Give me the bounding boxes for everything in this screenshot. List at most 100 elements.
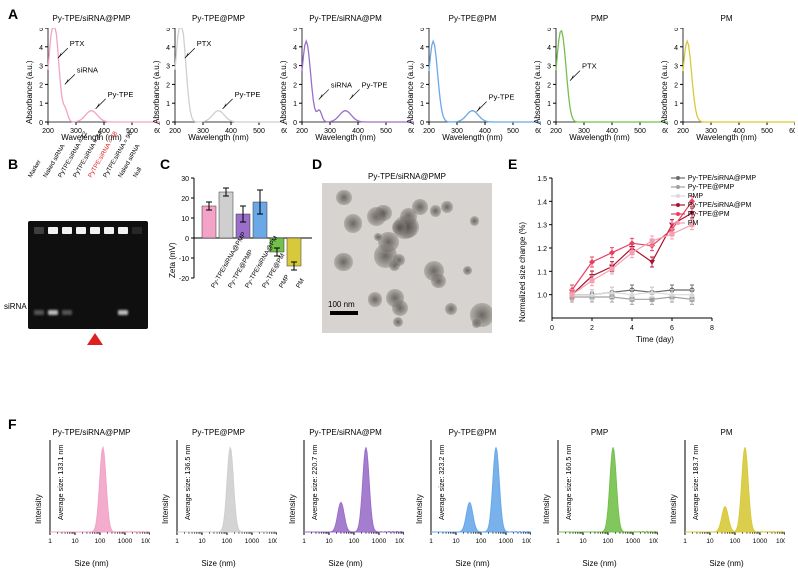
dls-avg-label: Average size: 160.5 nm <box>564 445 573 520</box>
gel-lane-label: PyTPE:siRNA = 12 <box>56 170 65 179</box>
svg-text:4: 4 <box>547 45 551 52</box>
abs-y-axis: Absorbance (a.u.) <box>533 60 542 124</box>
svg-text:30: 30 <box>181 176 189 183</box>
svg-text:600: 600 <box>789 128 795 135</box>
svg-text:1: 1 <box>293 101 297 108</box>
svg-text:3: 3 <box>166 64 170 71</box>
svg-text:PTX: PTX <box>70 39 85 48</box>
tem-scale-label: 100 nm <box>328 300 355 309</box>
svg-text:10: 10 <box>706 538 714 545</box>
dls-title: Py-TPE@PMP <box>155 428 282 437</box>
svg-text:1: 1 <box>175 538 179 545</box>
gel-lane-label: Naked siRNA <box>116 170 125 179</box>
dls-title: Py-TPE/siRNA@PMP <box>28 428 155 437</box>
svg-text:100: 100 <box>603 538 614 545</box>
svg-text:5: 5 <box>293 28 297 33</box>
abs-x-axis: Wavelength (nm) <box>536 133 663 142</box>
abs-y-axis: Absorbance (a.u.) <box>152 60 161 124</box>
svg-text:2: 2 <box>166 82 170 89</box>
gel-lane-label: PyTPE:siRNA = 96 <box>101 170 110 179</box>
svg-text:-20: -20 <box>179 276 189 283</box>
tem-scale-bar <box>330 311 358 315</box>
row-a-absorbance: Py-TPE/siRNA@PMP012345200300400500600PTX… <box>28 18 792 138</box>
svg-text:-10: -10 <box>179 256 189 263</box>
svg-text:1000: 1000 <box>372 538 387 545</box>
svg-text:1: 1 <box>547 101 551 108</box>
tem-image: 100 nm <box>322 183 492 333</box>
svg-text:2: 2 <box>293 82 297 89</box>
dls-avg-label: Average size: 220.7 nm <box>310 445 319 520</box>
zeta-y-axis: Zeta (mV) <box>168 242 177 278</box>
svg-text:10000: 10000 <box>649 538 658 545</box>
svg-text:Py-TPE: Py-TPE <box>489 93 515 102</box>
dls-title: PMP <box>536 428 663 437</box>
panel-A: A <box>8 6 18 22</box>
abs-title: PM <box>663 14 790 23</box>
svg-text:3: 3 <box>674 64 678 71</box>
svg-text:4: 4 <box>630 325 634 332</box>
svg-text:10: 10 <box>71 538 79 545</box>
svg-text:4: 4 <box>166 45 170 52</box>
panel-B: B <box>8 156 18 172</box>
dls-x-axis: Size (nm) <box>663 559 790 568</box>
dls-x-axis: Size (nm) <box>536 559 663 568</box>
svg-text:4: 4 <box>420 45 424 52</box>
svg-text:2: 2 <box>547 82 551 89</box>
svg-text:5: 5 <box>420 28 424 33</box>
svg-text:0: 0 <box>185 236 189 243</box>
svg-text:1.2: 1.2 <box>537 246 547 253</box>
gel-lane-label: Null <box>131 170 140 179</box>
abs-y-axis: Absorbance (a.u.) <box>279 60 288 124</box>
gel-image: siRNA <box>28 221 148 329</box>
abs-title: Py-TPE/siRNA@PM <box>282 14 409 23</box>
panel-F: F <box>8 416 17 432</box>
svg-text:1: 1 <box>48 538 52 545</box>
svg-text:10000: 10000 <box>522 538 531 545</box>
dls-y-axis: Intensity <box>34 494 43 524</box>
svg-text:1000: 1000 <box>753 538 768 545</box>
dls-y-axis: Intensity <box>669 494 678 524</box>
dls-y-axis: Intensity <box>288 494 297 524</box>
svg-text:100: 100 <box>222 538 233 545</box>
svg-text:1: 1 <box>166 101 170 108</box>
svg-text:10000: 10000 <box>776 538 785 545</box>
svg-text:2: 2 <box>39 82 43 89</box>
svg-text:1.5: 1.5 <box>537 176 547 183</box>
svg-text:8: 8 <box>710 325 714 332</box>
svg-text:0: 0 <box>547 120 551 127</box>
abs-y-axis: Absorbance (a.u.) <box>660 60 669 124</box>
svg-text:siRNA: siRNA <box>331 80 352 89</box>
dls-avg-label: Average size: 183.7 nm <box>691 445 700 520</box>
svg-text:0: 0 <box>550 325 554 332</box>
svg-text:Py-TPE: Py-TPE <box>362 80 388 89</box>
svg-text:Py-TPE: Py-TPE <box>108 90 134 99</box>
svg-text:0: 0 <box>293 120 297 127</box>
svg-text:1: 1 <box>429 538 433 545</box>
dls-avg-label: Average size: 133.1 nm <box>56 445 65 520</box>
abs-x-axis: Wavelength (nm) <box>155 133 282 142</box>
gel-lane-label: Marker <box>26 170 35 179</box>
abs-x-axis: Wavelength (nm) <box>409 133 536 142</box>
gel-lane-label: PyTPE:siRNA = 48 <box>86 170 95 179</box>
svg-text:PTX: PTX <box>582 62 597 71</box>
abs-y-axis: Absorbance (a.u.) <box>25 60 34 124</box>
svg-text:5: 5 <box>674 28 678 33</box>
dls-avg-label: Average size: 323.2 nm <box>437 445 446 520</box>
svg-text:1000: 1000 <box>499 538 514 545</box>
abs-title: Py-TPE/siRNA@PMP <box>28 14 155 23</box>
svg-text:1: 1 <box>39 101 43 108</box>
dls-title: PM <box>663 428 790 437</box>
svg-text:PTX: PTX <box>197 39 212 48</box>
svg-text:1.0: 1.0 <box>537 293 547 300</box>
svg-text:1000: 1000 <box>118 538 133 545</box>
svg-text:10000: 10000 <box>395 538 404 545</box>
gel-panel: Marker Naked siRNA PyTPE:siRNA = 12 PyTPE:s… <box>28 172 148 345</box>
svg-text:Py-TPE: Py-TPE <box>235 90 261 99</box>
svg-text:1.3: 1.3 <box>537 223 547 230</box>
stability-y-axis: Normalized size change (%) <box>518 222 527 322</box>
svg-text:2: 2 <box>590 325 594 332</box>
gel-lane-label: Naked siRNA <box>41 170 50 179</box>
svg-text:1: 1 <box>420 101 424 108</box>
svg-text:10000: 10000 <box>268 538 277 545</box>
stability-panel: 1.01.11.21.31.41.502468Normalized size c… <box>520 172 790 342</box>
